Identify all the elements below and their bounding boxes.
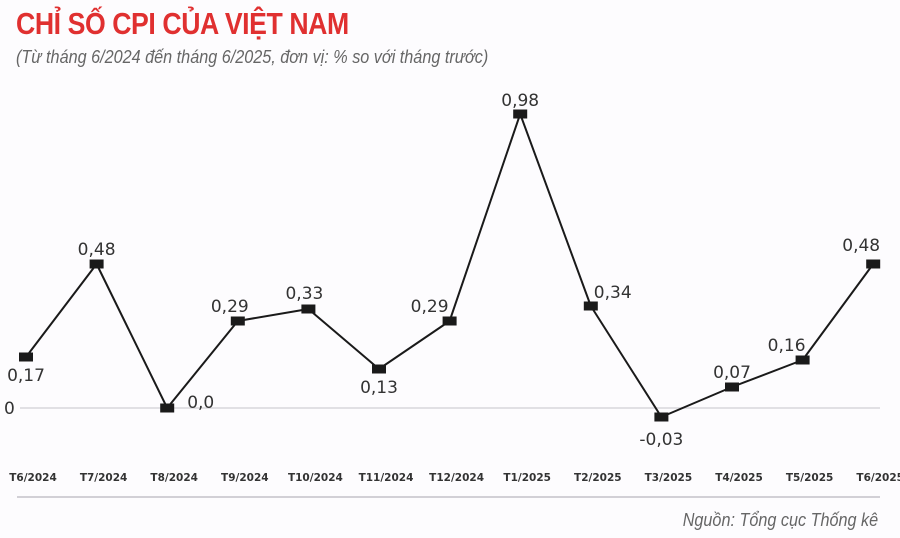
chart-title: CHỈ SỐ CPI CỦA VIỆT NAM (16, 6, 349, 41)
x-tick-label: T3/2025 (645, 472, 693, 484)
x-tick-label: T7/2024 (80, 472, 128, 484)
data-label: 0,16 (768, 336, 806, 356)
data-label: 0,07 (713, 363, 751, 383)
data-label: 0,17 (7, 366, 45, 386)
x-tick-label: T2/2025 (574, 472, 622, 484)
x-tick-label: T5/2025 (786, 472, 834, 484)
x-tick-label: T11/2024 (359, 472, 414, 484)
data-point-marker (442, 316, 457, 326)
data-point-marker (654, 412, 669, 422)
data-point-marker (160, 403, 175, 413)
data-label: 0,13 (360, 378, 398, 398)
data-point-marker (372, 364, 386, 374)
data-label: 0,29 (411, 297, 449, 317)
data-point-marker (230, 316, 245, 326)
source-note: Nguồn: Tổng cục Thống kê (682, 510, 878, 530)
data-point-marker (19, 352, 33, 362)
data-label: 0,34 (594, 283, 632, 303)
chart-subtitle: (Từ tháng 6/2024 đến tháng 6/2025, đơn v… (16, 47, 489, 67)
x-tick-label: T10/2024 (288, 472, 343, 484)
data-point-marker (795, 355, 810, 365)
data-label: 0,0 (187, 393, 214, 413)
x-tick-label: T4/2025 (715, 472, 763, 484)
data-point-marker (866, 259, 881, 269)
data-point-marker (301, 304, 316, 314)
data-point-marker (583, 301, 598, 311)
data-label: 0,98 (501, 91, 539, 111)
data-point-marker (89, 259, 104, 269)
cpi-series: 0,17 0,48 0,0 0,29 0,33 0,13 0,29 0,98 0,34 -0,03… (7, 91, 881, 450)
x-tick-label: T1/2025 (503, 472, 551, 484)
x-tick-label: T9/2024 (221, 472, 269, 484)
data-label: 0,33 (285, 284, 323, 304)
x-tick-label: T8/2024 (150, 472, 198, 484)
zero-axis-label: 0 (4, 399, 15, 419)
data-label: -0,03 (639, 430, 683, 450)
data-label: 0,29 (211, 297, 249, 317)
data-point-marker (725, 382, 739, 392)
x-axis-ticks: T6/2024 T7/2024 T8/2024 T9/2024 T10/2024 T11/… (9, 472, 900, 484)
x-tick-label: T6/2025 (856, 472, 900, 484)
data-label: 0,48 (842, 236, 880, 256)
data-point-marker (513, 109, 528, 119)
x-tick-label: T12/2024 (429, 472, 484, 484)
x-tick-label: T6/2024 (9, 472, 57, 484)
data-label: 0,48 (78, 240, 116, 260)
